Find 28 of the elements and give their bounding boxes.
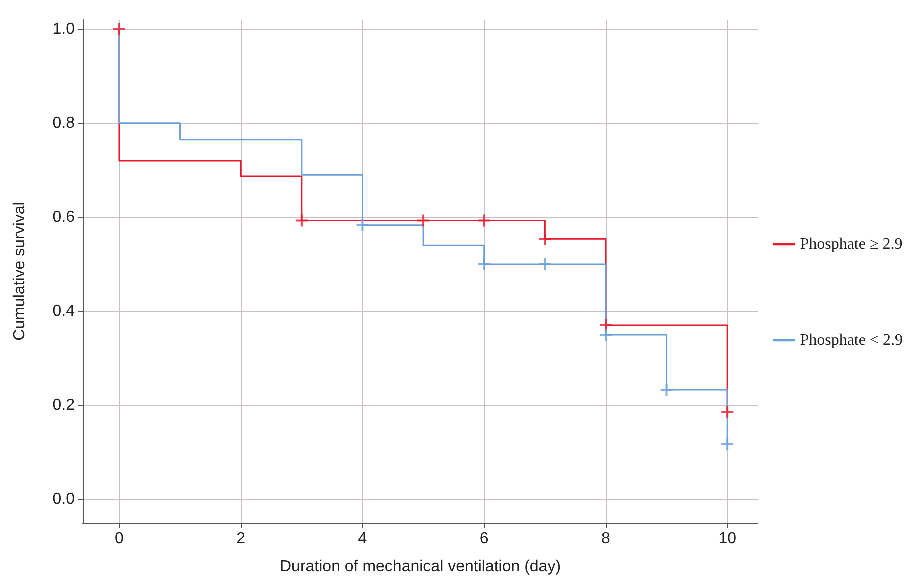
point — [720, 406, 735, 420]
point — [660, 382, 674, 397]
x-tick-label: 6 — [480, 530, 489, 548]
x-tick-label: 0 — [115, 530, 124, 548]
x-tick-label: 10 — [718, 530, 737, 548]
x-tick-label: 8 — [602, 530, 611, 548]
point — [477, 257, 492, 272]
point — [538, 232, 552, 246]
y-tick-label: 0.6 — [52, 208, 76, 226]
x-axis-title: Duration of mechanical ventilation (day) — [280, 558, 562, 576]
point — [356, 218, 370, 232]
point — [416, 214, 431, 228]
point — [112, 22, 126, 36]
point — [294, 214, 309, 228]
point — [538, 257, 552, 272]
y-tick-label: 0.0 — [52, 490, 76, 508]
y-tick-label: 0.4 — [52, 302, 76, 320]
x-tick-label: 4 — [358, 530, 368, 548]
legend-label: Phosphate < 2.9 — [800, 332, 903, 349]
y-tick-label: 0.2 — [52, 396, 76, 414]
x-tick-label: 2 — [236, 530, 246, 548]
y-axis-title: Cumulative survival — [12, 202, 28, 341]
point — [720, 437, 735, 452]
legend-label: Phosphate ≥ 2.9 — [800, 236, 903, 253]
point — [477, 214, 492, 228]
point — [598, 328, 613, 342]
y-tick-label: 0.8 — [52, 114, 76, 132]
y-tick-label: 1.0 — [52, 20, 76, 38]
